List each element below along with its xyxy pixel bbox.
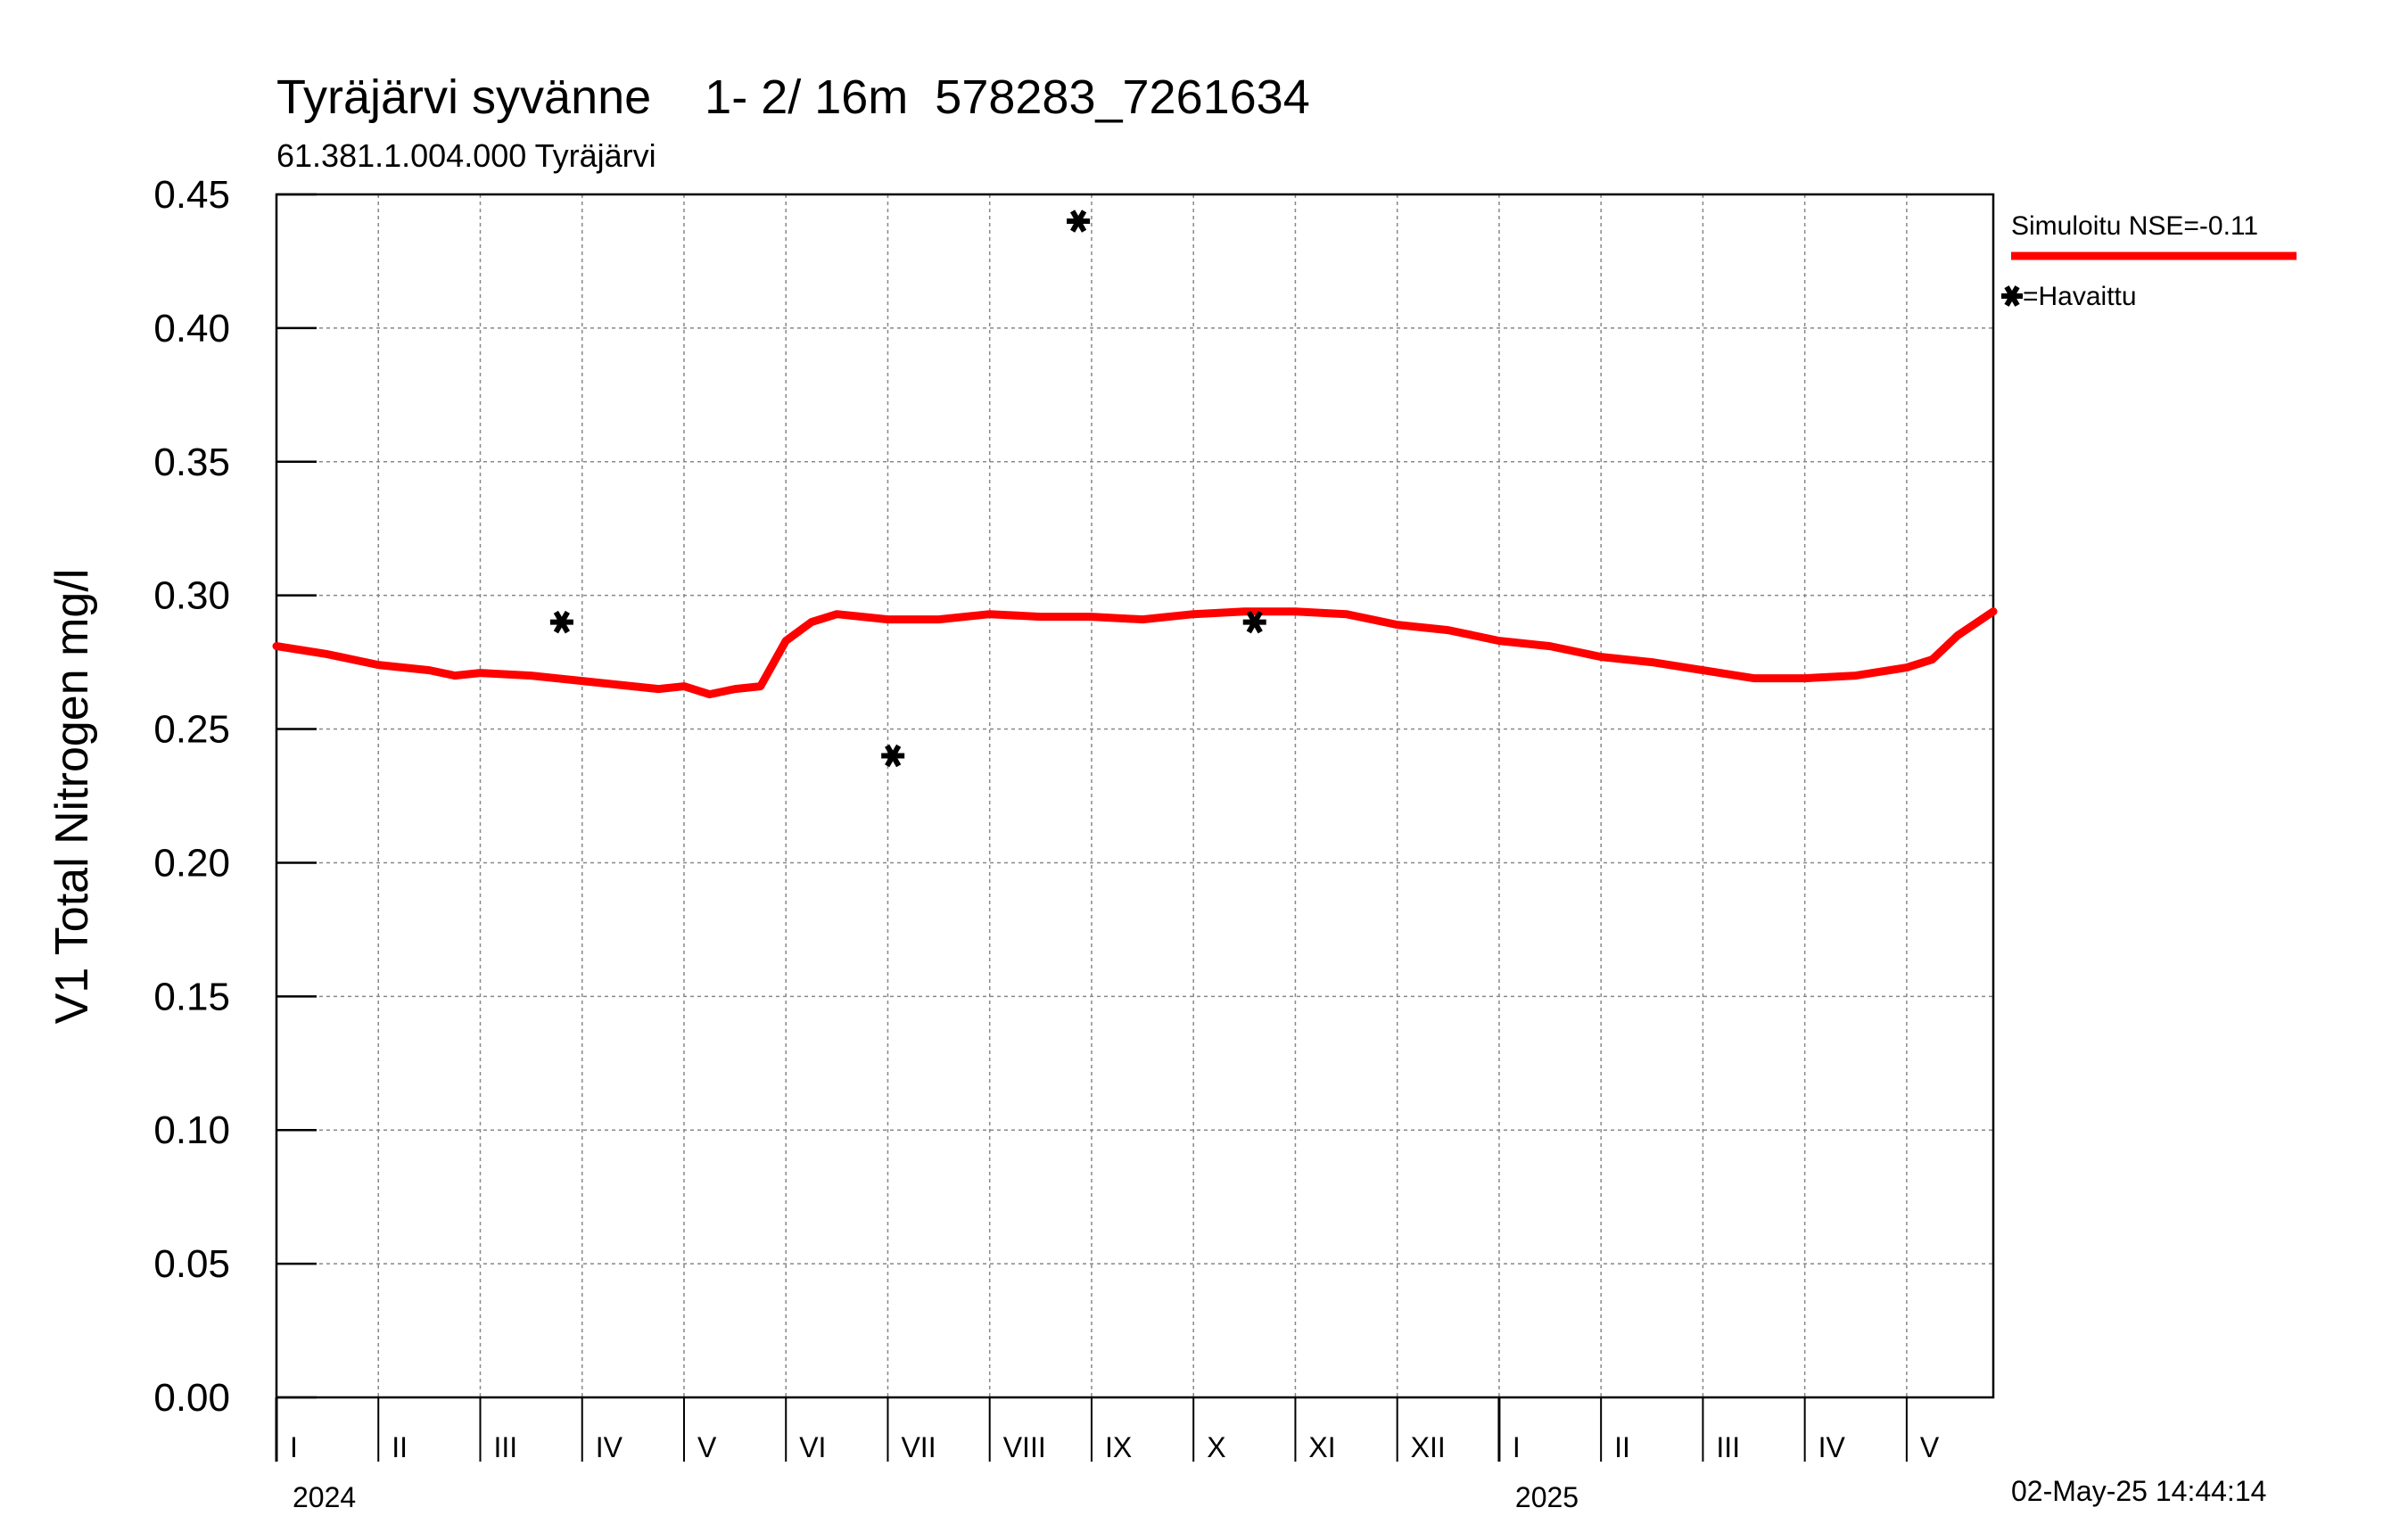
y-tick-label: 0.05 — [153, 1242, 230, 1286]
series-line-simulated — [272, 607, 1998, 699]
y-tick-label: 0.20 — [153, 841, 230, 885]
month-ticks: I II III IV V VI VII VIII IX X XI XII I II III IV V — [275, 1397, 1940, 1463]
year-label: 2024 — [293, 1481, 356, 1513]
y-tick-label: 0.40 — [153, 307, 230, 350]
observed-point — [1242, 610, 1266, 634]
y-axis-label: V1 Total Nitrogen mg/l — [46, 569, 98, 1025]
y-tick-label: 0.30 — [153, 574, 230, 618]
month-label: X — [1207, 1431, 1225, 1463]
legend: Simuloitu NSE=-0.11 =Havaittu — [2001, 211, 2297, 311]
month-label: V — [1920, 1431, 1940, 1463]
month-label: III — [493, 1431, 517, 1463]
y-tick-label: 0.15 — [153, 975, 230, 1018]
plot-frame — [275, 193, 1995, 1399]
month-label: VI — [799, 1431, 826, 1463]
observed-point — [549, 610, 573, 634]
month-label: XII — [1411, 1431, 1446, 1463]
series-layer — [272, 210, 1998, 768]
y-tick-label: 0.00 — [153, 1376, 230, 1420]
y-tick-label: 0.35 — [153, 441, 230, 484]
month-label: XI — [1308, 1431, 1335, 1463]
y-tick-label: 0.25 — [153, 708, 230, 752]
observed-point — [1067, 210, 1091, 233]
month-label: IV — [1818, 1431, 1846, 1463]
observed-point — [881, 744, 905, 768]
month-label: I — [290, 1431, 298, 1463]
chart-subtitle: 61.381.1.004.000 Tyräjärvi — [276, 137, 656, 174]
month-label: IV — [596, 1431, 623, 1463]
timestamp: 02-May-25 14:44:14 — [2011, 1475, 2266, 1507]
year-label: 2025 — [1515, 1481, 1579, 1513]
month-label: IX — [1105, 1431, 1132, 1463]
month-label: III — [1716, 1431, 1740, 1463]
month-label: I — [1513, 1431, 1521, 1463]
y-tick-label: 0.10 — [153, 1108, 230, 1152]
chart-title: Tyräjärvi syvänne 1- 2/ 16m 578283_72616… — [276, 70, 1310, 124]
month-label: V — [697, 1431, 717, 1463]
legend-observed-label: =Havaittu — [2023, 282, 2137, 311]
grid — [276, 194, 1993, 1397]
legend-observed-marker — [2001, 285, 2023, 307]
year-labels: 2024 2025 — [293, 1481, 1579, 1513]
y-tick-label: 0.45 — [153, 173, 230, 217]
legend-simulated-label: Simuloitu NSE=-0.11 — [2011, 211, 2258, 241]
legend-star-icon — [2001, 285, 2023, 307]
month-label: VIII — [1003, 1431, 1046, 1463]
month-label: II — [1614, 1431, 1630, 1463]
month-label: II — [392, 1431, 408, 1463]
month-label: VII — [901, 1431, 936, 1463]
y-axis-ticks: 0.00 0.05 0.10 0.15 0.20 0.25 0.30 0.35 0.40 0.45 — [153, 173, 317, 1420]
